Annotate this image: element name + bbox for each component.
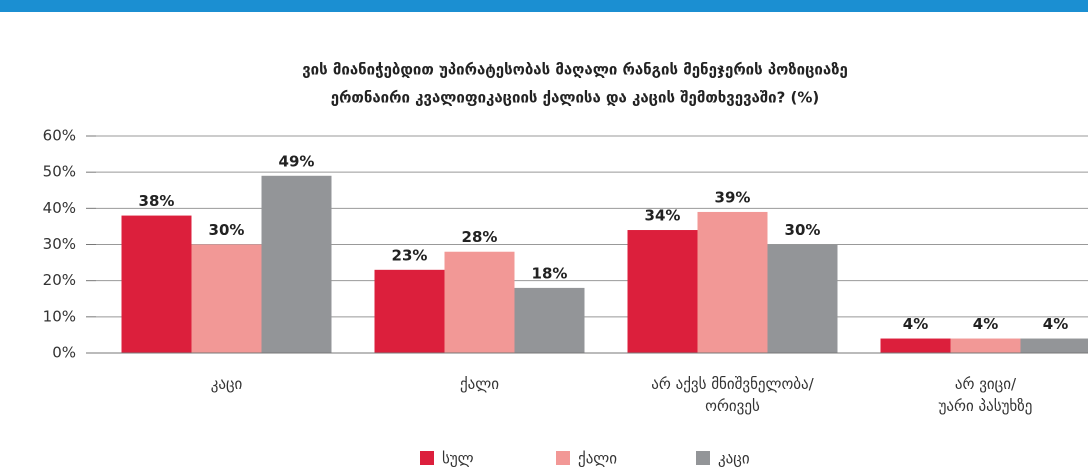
y-tick-label: 30% xyxy=(43,235,76,253)
bar xyxy=(880,338,951,353)
data-label: 4% xyxy=(903,315,928,333)
legend-label: კაცი xyxy=(718,450,750,468)
chart-title: ვის მიანიჭებდით უპირატესობას მაღალი რანგ… xyxy=(302,61,848,79)
data-label: 18% xyxy=(532,264,568,282)
y-tick-label: 40% xyxy=(43,199,76,217)
legend-swatch xyxy=(556,451,570,465)
bar xyxy=(191,244,262,353)
x-tick-label: ქალი xyxy=(459,375,500,393)
bar xyxy=(767,244,838,353)
data-label: 30% xyxy=(785,221,821,239)
bar xyxy=(1020,338,1088,353)
bar xyxy=(697,211,768,353)
legend-label: სულ xyxy=(442,450,474,468)
bar xyxy=(374,269,445,353)
bar xyxy=(627,230,698,353)
x-tick-label: არ ვიცი/ უარი პასუხზე xyxy=(938,375,1033,415)
data-label: 39% xyxy=(715,188,751,206)
legend-swatch xyxy=(420,451,434,465)
legend-swatch xyxy=(696,451,710,465)
y-tick-label: 0% xyxy=(52,344,76,362)
data-label: 4% xyxy=(973,315,998,333)
data-label: 49% xyxy=(279,152,315,170)
x-tick-label: კაცი xyxy=(210,375,243,393)
bar xyxy=(514,287,585,353)
bar xyxy=(121,215,192,353)
y-tick-label: 20% xyxy=(43,271,76,289)
chart-title: ერთნაირი კვალიფიკაციის ქალისა და კაცის შ… xyxy=(331,89,820,107)
data-label: 4% xyxy=(1043,315,1068,333)
data-label: 38% xyxy=(139,192,175,210)
data-label: 28% xyxy=(462,228,498,246)
y-tick-label: 10% xyxy=(43,307,76,325)
bar xyxy=(444,251,515,353)
x-tick-label: არ აქვს მნიშვნელობა/ ორივეს xyxy=(651,375,814,415)
y-tick-label: 50% xyxy=(43,163,76,181)
y-tick-label: 60% xyxy=(43,127,76,145)
header-strip xyxy=(0,0,1088,12)
data-label: 30% xyxy=(209,221,245,239)
bar xyxy=(950,338,1021,353)
data-label: 34% xyxy=(645,207,681,225)
legend-label: ქალი xyxy=(578,450,617,468)
data-label: 23% xyxy=(392,246,428,264)
bar xyxy=(261,175,332,353)
